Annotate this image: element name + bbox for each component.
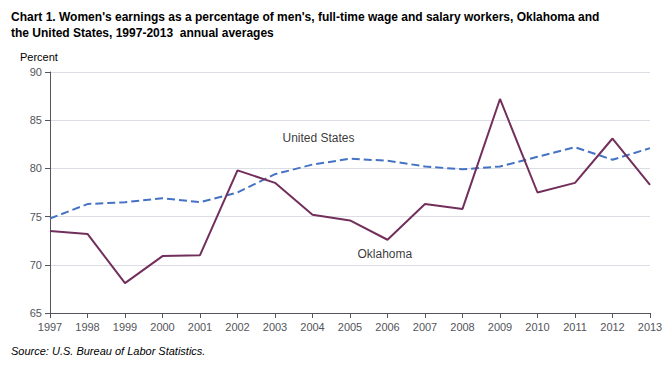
- svg-text:70: 70: [30, 259, 42, 271]
- svg-text:2011: 2011: [563, 321, 587, 333]
- svg-text:2003: 2003: [263, 321, 287, 333]
- svg-text:85: 85: [30, 114, 42, 126]
- svg-text:2009: 2009: [488, 321, 512, 333]
- svg-text:2001: 2001: [188, 321, 212, 333]
- svg-text:Chart 1. Women's earnings as a: Chart 1. Women's earnings as a percentag…: [11, 10, 599, 24]
- svg-text:2004: 2004: [300, 321, 324, 333]
- svg-text:75: 75: [30, 211, 42, 223]
- svg-text:90: 90: [30, 66, 42, 78]
- svg-text:2007: 2007: [413, 321, 437, 333]
- svg-text:Oklahoma: Oklahoma: [358, 247, 413, 261]
- svg-text:2012: 2012: [600, 321, 624, 333]
- svg-text:2002: 2002: [225, 321, 249, 333]
- svg-text:65: 65: [30, 307, 42, 319]
- svg-text:Source: U.S. Bureau of Labor S: Source: U.S. Bureau of Labor Statistics.: [11, 345, 205, 357]
- svg-text:80: 80: [30, 162, 42, 174]
- svg-text:2010: 2010: [525, 321, 549, 333]
- svg-text:the United States, 1997-2013: the United States, 1997-2013 annual aver…: [11, 26, 274, 40]
- svg-text:1997: 1997: [38, 321, 62, 333]
- svg-text:2008: 2008: [450, 321, 474, 333]
- svg-text:Percent: Percent: [20, 51, 58, 63]
- svg-text:United States: United States: [283, 131, 355, 145]
- svg-text:2013: 2013: [638, 321, 662, 333]
- svg-text:1998: 1998: [75, 321, 99, 333]
- svg-text:1999: 1999: [113, 321, 137, 333]
- svg-text:2006: 2006: [375, 321, 399, 333]
- svg-text:2005: 2005: [338, 321, 362, 333]
- svg-text:2000: 2000: [150, 321, 174, 333]
